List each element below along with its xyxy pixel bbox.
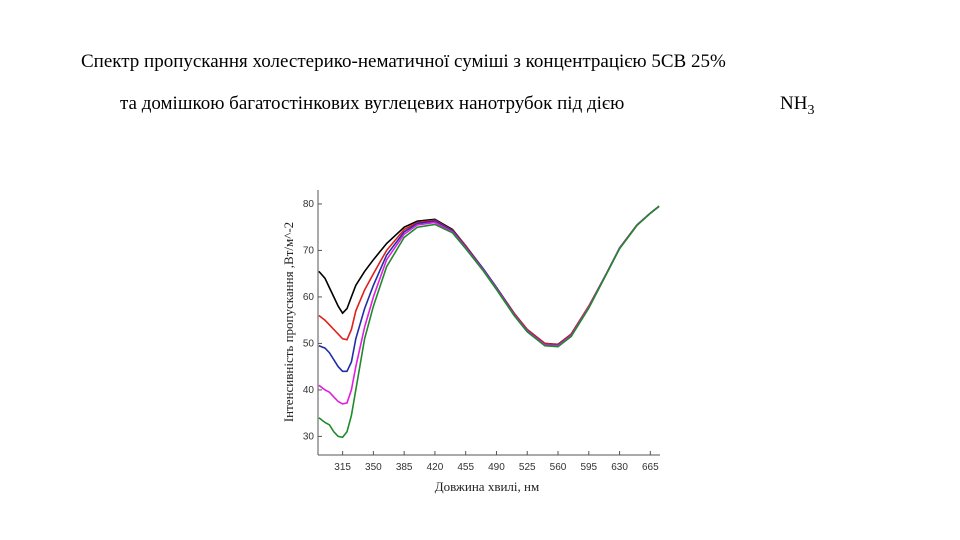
x-tick-label: 385 [396, 462, 413, 473]
x-tick-label: 630 [611, 462, 628, 473]
x-tick-label: 350 [365, 462, 382, 473]
x-tick-label: 560 [550, 462, 567, 473]
x-tick-label: 420 [427, 462, 444, 473]
x-tick-label: 490 [488, 462, 505, 473]
x-tick-label: 525 [519, 462, 536, 473]
series-line [318, 205, 660, 405]
x-tick-label: 595 [580, 462, 597, 473]
y-tick-label: 70 [303, 245, 315, 256]
x-tick-label: 455 [457, 462, 474, 473]
y-tick-label: 80 [303, 199, 315, 210]
formula: NH3 [780, 93, 814, 118]
y-tick-label: 50 [303, 338, 315, 349]
y-tick-label: 30 [303, 431, 315, 442]
series-line [318, 205, 660, 346]
x-axis-label: Довжина хвилі, нм [435, 479, 539, 494]
x-tick-label: 665 [642, 462, 659, 473]
series-line [318, 205, 660, 373]
formula-subscript: 3 [807, 103, 814, 118]
x-tick-label: 315 [334, 462, 351, 473]
series-line [318, 205, 660, 439]
y-tick-label: 40 [303, 385, 315, 396]
series-line [318, 205, 660, 346]
title: Спектр пропускання холестерико-нематично… [81, 51, 726, 72]
y-axis-label: Інтенсивність пропускання ,Вт/м^-2 [281, 222, 296, 422]
subtitle: та домішкою багатостінкових вуглецевих н… [120, 93, 624, 114]
y-tick-label: 60 [303, 292, 315, 303]
formula-base: NH [780, 93, 808, 114]
